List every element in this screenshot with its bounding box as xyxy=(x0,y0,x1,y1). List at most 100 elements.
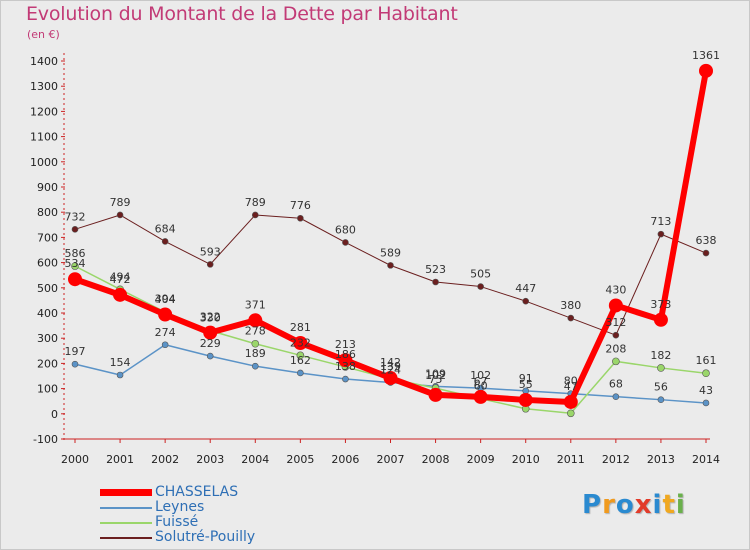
data-label-leynes: 189 xyxy=(245,347,266,360)
data-label-leynes: 80 xyxy=(564,375,578,388)
data-point-solutr-pouilly xyxy=(477,283,484,290)
legend-swatch-chasselas xyxy=(100,489,152,496)
data-point-chasselas xyxy=(68,272,82,287)
x-tick-label: 2006 xyxy=(331,453,359,466)
y-tick-label: 900 xyxy=(37,181,58,194)
y-tick-label: 600 xyxy=(37,257,58,270)
y-tick-label: 1400 xyxy=(30,55,58,68)
logo-letter: P xyxy=(582,490,603,520)
data-point-chasselas xyxy=(203,325,218,340)
data-label-solutr-pouilly: 684 xyxy=(155,222,176,235)
y-tick-label: 200 xyxy=(37,357,58,370)
y-tick-label: 100 xyxy=(37,383,58,396)
y-tick-label: 500 xyxy=(37,282,58,295)
legend-swatch-leynes xyxy=(100,507,152,509)
data-label-leynes: 274 xyxy=(155,326,176,339)
data-point-solutr-pouilly xyxy=(657,230,665,238)
data-point-leynes xyxy=(206,352,214,360)
data-point-leynes xyxy=(702,399,710,407)
y-tick-label: 1300 xyxy=(30,80,58,93)
data-point-leynes xyxy=(612,393,620,400)
data-point-solutr-pouilly xyxy=(71,226,79,233)
data-label-solutr-pouilly: 589 xyxy=(380,246,401,259)
data-point-leynes xyxy=(297,369,304,377)
y-tick-label: 800 xyxy=(37,206,58,219)
logo-letter: t xyxy=(662,490,676,520)
x-tick-label: 2011 xyxy=(557,453,585,466)
data-point-chasselas xyxy=(428,387,443,402)
y-tick-label: 1100 xyxy=(30,131,58,144)
x-tick-label: 2002 xyxy=(151,453,179,466)
y-tick-label: 400 xyxy=(37,307,58,320)
data-label-chasselas: 55 xyxy=(519,378,533,391)
data-label-fuiss-: 404 xyxy=(155,293,176,306)
data-point-solutr-pouilly xyxy=(342,239,349,246)
data-point-fuiss- xyxy=(251,339,260,348)
logo-letter: i xyxy=(652,490,663,520)
data-label-solutr-pouilly: 312 xyxy=(605,316,626,329)
data-label-fuiss-: 60 xyxy=(474,380,488,393)
x-tick-label: 2009 xyxy=(467,453,495,466)
x-tick-label: 2013 xyxy=(647,453,675,466)
legend-label-chasselas: CHASSELAS xyxy=(155,484,239,500)
data-point-solutr-pouilly xyxy=(522,297,530,305)
data-label-solutr-pouilly: 713 xyxy=(650,215,671,228)
data-label-leynes: 56 xyxy=(654,381,668,394)
x-tick-label: 2003 xyxy=(196,453,224,466)
data-label-fuiss-: 232 xyxy=(290,336,311,349)
data-label-leynes: 68 xyxy=(609,378,623,391)
y-tick-label: 0 xyxy=(51,408,58,421)
data-label-leynes: 197 xyxy=(65,345,86,358)
logo-letter: r xyxy=(602,490,616,520)
data-label-chasselas: 213 xyxy=(335,338,356,351)
data-label-fuiss-: 330 xyxy=(200,312,221,325)
data-point-fuiss- xyxy=(566,409,575,418)
proxiti-logo: Proxiti xyxy=(582,490,686,520)
y-tick-label: 1200 xyxy=(30,105,58,118)
data-label-solutr-pouilly: 523 xyxy=(425,263,446,276)
data-label-chasselas: 394 xyxy=(155,293,176,306)
data-label-leynes: 109 xyxy=(425,367,446,380)
data-point-fuiss- xyxy=(702,369,710,378)
data-label-leynes: 162 xyxy=(290,354,311,367)
legend-label-solutr-pouilly: Solutré-Pouilly xyxy=(155,529,256,545)
data-label-chasselas: 281 xyxy=(290,321,311,334)
data-label-fuiss-: 161 xyxy=(696,354,717,367)
data-label-solutr-pouilly: 380 xyxy=(560,299,581,312)
data-label-fuiss-: 586 xyxy=(65,247,86,260)
data-point-solutr-pouilly xyxy=(432,278,439,286)
data-point-chasselas xyxy=(113,287,128,302)
data-label-solutr-pouilly: 680 xyxy=(335,223,356,236)
data-point-chasselas xyxy=(293,335,308,350)
data-point-solutr-pouilly xyxy=(116,211,124,219)
data-label-solutr-pouilly: 447 xyxy=(515,282,536,295)
legend-swatch-fuiss- xyxy=(100,522,152,524)
data-label-fuiss-: 278 xyxy=(245,325,266,338)
logo-letter: o xyxy=(615,490,635,520)
data-label-chasselas: 67 xyxy=(474,375,488,388)
data-point-chasselas xyxy=(563,394,578,409)
data-point-chasselas xyxy=(383,371,398,386)
logo-letter: x xyxy=(634,490,653,520)
data-point-leynes xyxy=(116,371,124,379)
data-label-chasselas: 322 xyxy=(200,311,221,324)
data-point-leynes xyxy=(342,375,349,383)
data-point-fuiss- xyxy=(612,357,620,366)
data-label-chasselas: 1361 xyxy=(692,49,720,62)
chart-title: Evolution du Montant de la Dette par Hab… xyxy=(26,3,458,25)
y-tick-label: 300 xyxy=(37,332,58,345)
data-label-leynes: 102 xyxy=(470,369,491,382)
data-point-chasselas xyxy=(473,389,488,404)
data-point-solutr-pouilly xyxy=(161,238,169,245)
data-point-chasselas xyxy=(158,307,173,322)
data-point-solutr-pouilly xyxy=(206,261,214,268)
data-label-solutr-pouilly: 505 xyxy=(470,268,491,281)
data-point-fuiss- xyxy=(296,351,305,360)
y-tick-label: 700 xyxy=(37,231,58,244)
data-point-leynes xyxy=(71,360,79,368)
x-tick-label: 2014 xyxy=(692,453,720,466)
data-label-leynes: 91 xyxy=(519,372,533,385)
data-label-leynes: 43 xyxy=(699,384,713,397)
x-tick-label: 2004 xyxy=(241,453,269,466)
